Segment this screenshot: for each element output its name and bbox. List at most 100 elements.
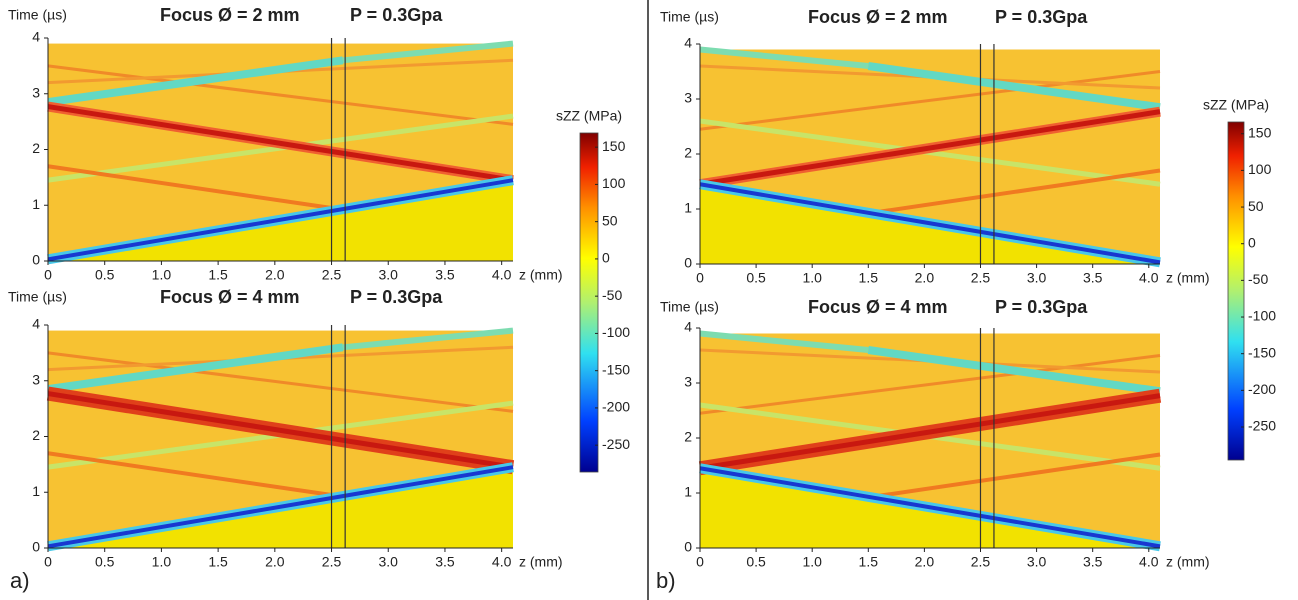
wave-band [342, 327, 514, 351]
x-tick-label: 1.5 [208, 554, 228, 570]
wave-band [47, 64, 514, 126]
x-tick-label: 0 [44, 554, 52, 570]
chart-title: Focus Ø = 2 mm [808, 7, 948, 27]
wave-band [47, 178, 514, 262]
y-tick-label: 3 [684, 90, 692, 106]
colorbar-tick-label: 50 [1248, 198, 1264, 214]
wave-band [47, 351, 514, 413]
x-tick-label: 0.5 [95, 554, 115, 570]
colorbar-tick-label: -50 [602, 287, 622, 303]
y-tick-label: 4 [684, 35, 692, 51]
colorbar-tick-label: 100 [1248, 161, 1272, 177]
x-tick-label: 2.0 [915, 270, 935, 286]
x-tick-label: 0.5 [746, 554, 766, 570]
x-tick-label: 1.0 [802, 270, 822, 286]
colorbar-tick-label: 0 [1248, 234, 1256, 250]
x-tick-label: 3.5 [1083, 270, 1103, 286]
x-tick-label: 3.5 [435, 267, 455, 283]
y-tick-label: 1 [684, 484, 692, 500]
y-tick-label: 3 [32, 84, 40, 100]
x-tick-label: 2.5 [322, 267, 342, 283]
wave-band [879, 452, 1161, 498]
colorbar-label: sZZ (MPa) [1203, 97, 1269, 113]
x-axis-label: z (mm) [519, 554, 563, 570]
x-tick-label: 1.0 [152, 267, 172, 283]
wave-band [699, 46, 869, 69]
panel-label: b) [656, 568, 676, 593]
x-tick-label: 1.5 [859, 270, 879, 286]
colorbar-tick-label: -150 [602, 361, 630, 377]
wave-band [47, 104, 514, 183]
colorbar-tick-label: -250 [602, 436, 630, 452]
y-tick-label: 2 [684, 429, 692, 445]
y-axis-label: Time (µs) [8, 289, 67, 305]
x-tick-label: 2.5 [322, 554, 342, 570]
x-tick-label: 2.0 [265, 554, 285, 570]
y-tick-label: 2 [32, 140, 40, 156]
x-tick-label: 1.5 [859, 554, 879, 570]
x-tick-label: 3.0 [1027, 270, 1047, 286]
annotation: P = 0.3Gpa [350, 5, 443, 25]
colorbar-tick-label: 150 [602, 138, 626, 154]
wave-band [879, 168, 1161, 214]
colorbar-label: sZZ (MPa) [556, 108, 622, 124]
wave-band [699, 466, 1161, 549]
x-tick-label: 1.5 [208, 267, 228, 283]
x-tick-label: 2.0 [915, 554, 935, 570]
y-tick-label: 1 [684, 200, 692, 216]
chart-title: Focus Ø = 2 mm [160, 5, 300, 25]
wave-band [699, 354, 1161, 415]
colorbar-tick-label: -250 [1248, 418, 1276, 434]
wave-band [47, 451, 332, 498]
chart-title: Focus Ø = 4 mm [808, 297, 948, 317]
x-tick-label: 3.0 [1027, 554, 1047, 570]
wave-band [699, 182, 1161, 265]
x-tick-label: 4.0 [492, 554, 512, 570]
x-axis-label: z (mm) [519, 267, 563, 283]
x-tick-label: 4.0 [492, 267, 512, 283]
colorbar-tick-label: 100 [602, 175, 626, 191]
wave-band [867, 346, 1161, 396]
x-tick-label: 3.0 [379, 267, 399, 283]
panel-label: a) [10, 568, 30, 593]
x-tick-label: 3.5 [1083, 554, 1103, 570]
y-tick-label: 2 [32, 427, 40, 443]
y-tick-label: 2 [684, 145, 692, 161]
colorbar-tick-label: 150 [1248, 124, 1272, 140]
annotation: P = 0.3Gpa [995, 7, 1088, 27]
x-tick-label: 4.0 [1139, 554, 1159, 570]
colorbar-tick-label: -200 [1248, 381, 1276, 397]
colorbar-tick-label: -150 [1248, 344, 1276, 360]
x-tick-label: 0.5 [746, 270, 766, 286]
y-axis-label: Time (µs) [660, 9, 719, 25]
y-tick-label: 3 [32, 371, 40, 387]
colorbar-tick-label: 50 [602, 212, 618, 228]
wave-band [47, 56, 344, 107]
wave-band [47, 465, 514, 549]
x-axis-label: z (mm) [1166, 270, 1210, 286]
colorbar-tick-label: -100 [602, 324, 630, 340]
wave-band [47, 164, 332, 211]
y-tick-label: 3 [684, 374, 692, 390]
x-tick-label: 1.0 [152, 554, 172, 570]
x-tick-label: 2.5 [971, 554, 991, 570]
y-tick-label: 4 [32, 316, 40, 332]
chart-title: Focus Ø = 4 mm [160, 287, 300, 307]
colorbar-tick-label: 0 [602, 250, 610, 266]
x-axis-label: z (mm) [1166, 554, 1210, 570]
x-tick-label: 3.0 [379, 554, 399, 570]
wave-band [47, 391, 514, 470]
wave-band [699, 70, 1161, 131]
x-tick-label: 1.0 [802, 554, 822, 570]
y-axis-label: Time (µs) [8, 7, 67, 23]
y-tick-label: 0 [32, 252, 40, 268]
y-tick-label: 4 [684, 319, 692, 335]
colorbar-tick-label: -50 [1248, 271, 1268, 287]
x-tick-label: 0 [696, 270, 704, 286]
wave-band [699, 109, 1161, 187]
wave-band [867, 62, 1161, 112]
x-tick-label: 0 [696, 554, 704, 570]
wave-band [342, 40, 514, 64]
y-tick-label: 0 [684, 255, 692, 271]
